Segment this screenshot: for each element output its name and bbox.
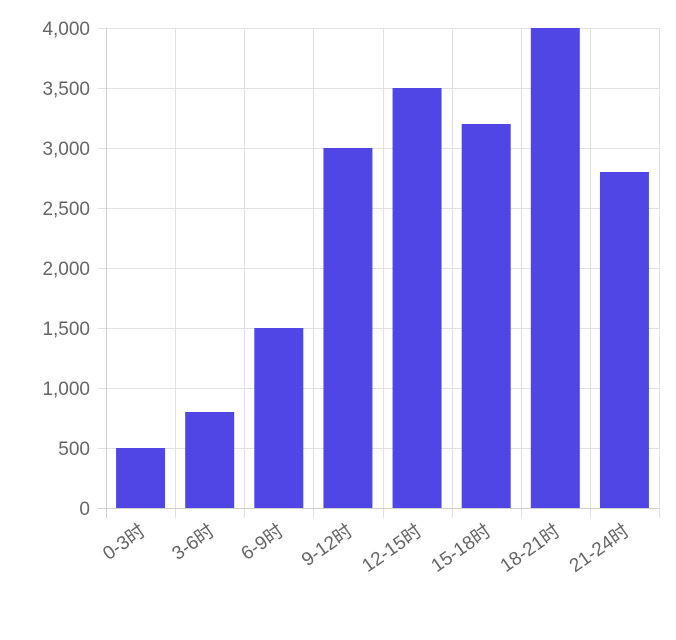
x-tick-label: 15-18时 xyxy=(427,520,495,577)
y-tick-label: 3,000 xyxy=(42,139,90,160)
y-tick-label: 1,000 xyxy=(42,379,90,400)
x-tick-label: 0-3时 xyxy=(99,520,150,565)
x-tick-label: 9-12时 xyxy=(297,520,356,571)
x-axis-tick-labels: 0-3时 3-6时 6-9时 9-12时 12-15时 15-18时 18-21时 21-24… xyxy=(99,520,634,577)
x-tick-label: 6-9时 xyxy=(237,520,288,565)
bar xyxy=(254,328,304,508)
bar xyxy=(461,124,511,508)
bar xyxy=(599,172,649,508)
x-tick-label: 21-24时 xyxy=(565,520,633,577)
bar xyxy=(530,28,580,508)
x-tick-label: 18-21时 xyxy=(496,520,564,577)
y-tick-label: 3,500 xyxy=(42,79,90,100)
grid-lines xyxy=(98,28,660,518)
axes xyxy=(98,28,659,518)
y-tick-label: 2,500 xyxy=(42,199,90,220)
y-axis-tick-labels: 0 500 1,000 1,500 2,000 2,500 3,000 3,500 4,000 xyxy=(42,19,90,520)
bar xyxy=(116,448,166,508)
y-tick-label: 4,000 xyxy=(42,19,90,40)
y-tick-label: 2,000 xyxy=(42,259,90,280)
bar xyxy=(323,148,373,508)
x-tick-label: 12-15时 xyxy=(358,520,426,577)
y-tick-label: 1,500 xyxy=(42,319,90,340)
bar-series xyxy=(116,28,649,508)
x-tick-label: 3-6时 xyxy=(168,520,219,565)
bar xyxy=(185,412,235,508)
bar xyxy=(392,88,442,508)
y-tick-label: 0 xyxy=(79,499,90,520)
y-tick-label: 500 xyxy=(58,439,90,460)
